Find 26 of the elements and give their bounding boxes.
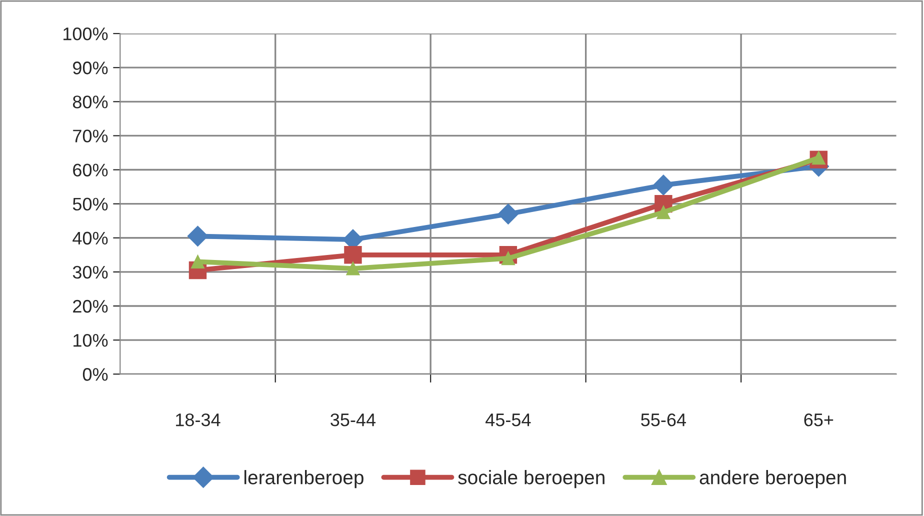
legend-label: lerarenberoep (244, 470, 364, 488)
y-tick-label: 40% (72, 232, 108, 245)
y-tick-label: 60% (73, 164, 108, 176)
point (346, 262, 360, 276)
x-tick-label: 65+ (804, 413, 834, 426)
y-tick-label: 0% (82, 368, 108, 381)
y-tick-label: 30% (72, 266, 108, 279)
point (656, 206, 670, 220)
x-tick-label: 18-34 (176, 413, 220, 426)
point (653, 174, 674, 196)
y-tick-label: 20% (73, 300, 108, 313)
y-tick-label: 70% (73, 130, 108, 142)
x-tick-label: 35-44 (330, 413, 376, 426)
y-tick-label: 50% (72, 198, 108, 211)
legend-label: sociale beroepen (458, 470, 604, 488)
legend-label: andere beroepen (700, 470, 846, 488)
x-tick-label: 55-64 (641, 413, 686, 426)
point (190, 254, 205, 268)
point (187, 226, 208, 247)
point (498, 204, 519, 224)
y-tick-label: 10% (74, 334, 108, 347)
y-tick-label: 80% (72, 96, 108, 108)
x-tick-label: 45-54 (486, 414, 531, 426)
point (344, 246, 362, 264)
y-tick-label: 90% (73, 62, 108, 74)
y-tick-label: 100% (64, 27, 108, 40)
